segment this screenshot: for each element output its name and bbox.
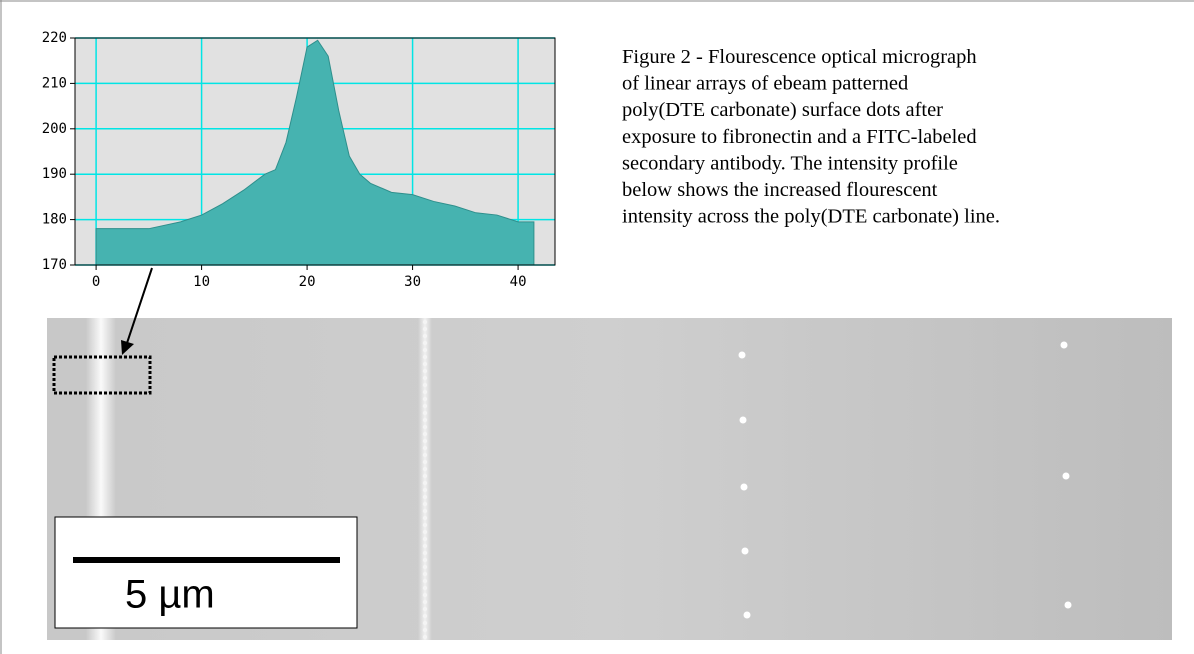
dot — [422, 494, 428, 500]
dot — [422, 480, 428, 486]
dot — [1062, 472, 1070, 480]
y-tick-label: 190 — [42, 166, 67, 182]
dot — [422, 522, 428, 528]
plot-frame — [74, 37, 556, 266]
dot — [743, 611, 751, 619]
dot — [422, 599, 428, 605]
dot — [739, 416, 747, 424]
dot — [422, 403, 428, 409]
x-tick-label: 30 — [404, 274, 421, 290]
dot — [422, 501, 428, 507]
x-tick-label: 20 — [299, 274, 316, 290]
x-tick-label: 40 — [510, 274, 527, 290]
y-tick-label: 180 — [42, 212, 67, 228]
dot — [422, 424, 428, 430]
caption-line: exposure to fibronectin and a FITC-label… — [622, 126, 977, 148]
dot — [422, 592, 428, 598]
y-tick-label: 210 — [42, 75, 67, 91]
dot — [422, 571, 428, 577]
dot — [422, 417, 428, 423]
area — [95, 39, 535, 266]
dot — [422, 375, 428, 381]
dot — [422, 634, 428, 640]
dot — [422, 578, 428, 584]
scale-box — [54, 516, 358, 629]
selection-box — [52, 355, 152, 395]
dot — [422, 550, 428, 556]
dot — [422, 466, 428, 472]
dot — [422, 452, 428, 458]
caption-line: secondary antibody. The intensity profil… — [622, 152, 958, 174]
dot — [422, 438, 428, 444]
arrow-head — [121, 340, 134, 355]
dot — [422, 620, 428, 626]
caption-line: Figure 2 - Flourescence optical microgra… — [622, 46, 977, 68]
dot — [422, 389, 428, 395]
dot — [738, 351, 746, 359]
micrograph: 5 µm — [47, 318, 1172, 640]
dot — [422, 326, 428, 332]
dotted-line — [418, 318, 432, 640]
dot — [422, 606, 428, 612]
dot — [422, 361, 428, 367]
dot — [422, 382, 428, 388]
dot — [422, 529, 428, 535]
x-tick-label: 0 — [92, 274, 100, 290]
dot — [422, 347, 428, 353]
dot — [741, 547, 749, 555]
dot — [422, 333, 428, 339]
dot — [422, 396, 428, 402]
arrow — [126, 267, 153, 344]
dot — [422, 543, 428, 549]
dot — [422, 319, 428, 325]
dot — [422, 487, 428, 493]
dot — [422, 585, 428, 591]
dot — [422, 410, 428, 416]
dot — [422, 459, 428, 465]
caption-line: below shows the increased flourescent — [622, 179, 938, 201]
dot — [422, 557, 428, 563]
dot — [422, 431, 428, 437]
dot — [422, 473, 428, 479]
dot — [740, 483, 748, 491]
y-tick-label: 170 — [42, 257, 67, 273]
scale-bar — [73, 557, 340, 563]
dot — [422, 340, 428, 346]
scale-label: 5 µm — [125, 573, 215, 617]
dot — [1064, 601, 1072, 609]
dot — [422, 627, 428, 633]
caption-line: of linear arrays of ebeam patterned — [622, 73, 908, 95]
dot — [1060, 341, 1068, 349]
y-tick-label: 220 — [42, 30, 67, 46]
dot — [422, 354, 428, 360]
dot — [422, 536, 428, 542]
x-tick-label: 10 — [193, 274, 210, 290]
caption-line: intensity across the poly(DTE carbonate)… — [622, 206, 1000, 228]
dot — [422, 564, 428, 570]
y-tick-label: 200 — [42, 121, 67, 137]
dot — [422, 445, 428, 451]
dot — [422, 368, 428, 374]
caption-line: poly(DTE carbonate) surface dots after — [622, 99, 943, 121]
dot — [422, 515, 428, 521]
dot — [422, 613, 428, 619]
dot — [422, 508, 428, 514]
